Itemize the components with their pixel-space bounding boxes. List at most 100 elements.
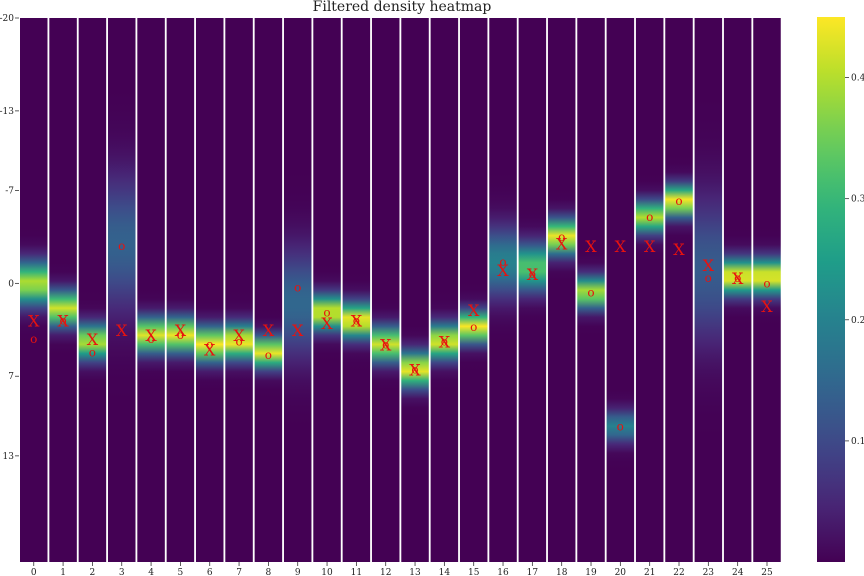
- x-tick-label: 22: [673, 568, 684, 576]
- heatmap-column-17: [518, 18, 547, 562]
- x-marker-1: X: [57, 312, 69, 331]
- x-marker-6: X: [204, 341, 216, 360]
- o-marker-9: o: [294, 280, 301, 294]
- x-tick-label: 18: [556, 568, 568, 576]
- o-marker-15: o: [470, 320, 477, 334]
- x-tick-label: 11: [351, 568, 362, 576]
- x-tick-label: 12: [380, 568, 391, 576]
- x-marker-16: X: [497, 261, 509, 280]
- x-tick-label: 25: [761, 568, 773, 576]
- x-marker-13: X: [409, 361, 421, 380]
- heatmap-column-9: [283, 18, 312, 562]
- o-marker-23: o: [705, 271, 712, 285]
- heatmap-column-8: [254, 18, 283, 562]
- y-tick-label: -20: [0, 14, 14, 24]
- heatmap-column-0: [20, 18, 48, 562]
- x-tick-label: 6: [207, 568, 213, 576]
- o-marker-11: o: [353, 314, 360, 328]
- o-marker-4: o: [147, 332, 154, 346]
- heatmap-column-24: [723, 18, 752, 562]
- o-marker-20: o: [617, 420, 624, 434]
- o-marker-13: o: [411, 363, 418, 377]
- x-tick-label: 8: [266, 568, 272, 576]
- o-marker-0: o: [30, 332, 37, 346]
- heatmap-column-2: [78, 18, 107, 562]
- x-tick-label: 1: [60, 568, 66, 576]
- heatmap-column-11: [342, 18, 371, 562]
- x-marker-19: X: [585, 237, 597, 256]
- heatmap-column-13: [401, 18, 429, 562]
- colorbar-tick-label: 0.4: [851, 74, 864, 84]
- x-marker-12: X: [380, 335, 392, 354]
- o-marker-18: o: [558, 230, 565, 244]
- y-tick-label: 13: [3, 452, 15, 462]
- x-marker-23: X: [703, 256, 715, 275]
- heatmap-column-6: [195, 18, 224, 562]
- chart-title: Filtered density heatmap: [313, 0, 492, 15]
- y-axis-ticks: -20 -13 -7 0 7 13: [0, 14, 19, 462]
- o-marker-12: o: [382, 337, 389, 351]
- heatmap-column-10: [313, 18, 341, 562]
- y-tick-label: -7: [5, 187, 14, 197]
- colorbar-tick-label: 0.3: [851, 195, 864, 205]
- o-marker-5: o: [177, 328, 184, 342]
- y-tick-label: 7: [8, 372, 14, 382]
- heatmap-column-4: [137, 18, 165, 562]
- heatmap-column-5: [166, 18, 195, 562]
- x-marker-17: X: [527, 265, 539, 284]
- x-tick-label: 23: [703, 568, 715, 576]
- x-marker-22: X: [673, 240, 685, 259]
- x-tick-label: 10: [321, 568, 333, 576]
- x-tick-label: 4: [148, 568, 154, 576]
- x-marker-0: X: [28, 312, 40, 331]
- x-marker-14: X: [439, 333, 451, 352]
- x-tick-label: 24: [732, 568, 744, 576]
- o-marker-1: o: [59, 314, 66, 328]
- x-tick-label: 17: [527, 568, 539, 576]
- heatmap-column-16: [489, 18, 517, 562]
- o-marker-7: o: [235, 335, 242, 349]
- x-tick-label: 0: [31, 568, 37, 576]
- x-axis-ticks: 0 1 2 3 4 5 6 7 8 9 10 11 12 13 14 15 16 17 18 19 20 21 22 23 24…: [31, 562, 773, 576]
- x-tick-label: 13: [409, 568, 421, 576]
- o-marker-6: o: [206, 337, 213, 351]
- x-marker-9: X: [292, 321, 304, 340]
- x-tick-label: 3: [119, 568, 125, 576]
- heatmap-column-23: [694, 18, 723, 562]
- x-tick-label: 7: [236, 568, 242, 576]
- colorbar-tick-label: 0.2: [851, 316, 864, 326]
- x-marker-5: X: [175, 321, 187, 340]
- o-marker-17: o: [529, 267, 536, 281]
- x-tick-label: 16: [497, 568, 509, 576]
- x-marker-24: X: [732, 269, 744, 288]
- o-marker-19: o: [587, 286, 594, 300]
- heatmap-column-15: [459, 18, 488, 562]
- o-marker-10: o: [323, 306, 330, 320]
- heatmap-columns: [20, 18, 781, 562]
- colorbar-tick-label: 0.1: [851, 437, 864, 447]
- x-marker-8: X: [263, 321, 275, 340]
- heatmap-column-20: [606, 18, 635, 562]
- y-tick-label: 0: [8, 279, 14, 289]
- heatmap-column-19: [577, 18, 605, 562]
- heatmap-column-25: [753, 18, 781, 562]
- x-marker-3: X: [116, 321, 128, 340]
- heatmap-column-22: [665, 18, 693, 562]
- x-tick-label: 2: [90, 568, 96, 576]
- x-marker-20: X: [615, 237, 627, 256]
- x-marker-18: X: [556, 235, 568, 254]
- heatmap-column-12: [371, 18, 400, 562]
- o-marker-8: o: [265, 348, 272, 362]
- x-tick-label: 21: [644, 568, 655, 576]
- colorbar: [817, 17, 845, 562]
- o-marker-3: o: [118, 239, 125, 253]
- x-tick-label: 14: [439, 568, 451, 576]
- x-tick-label: 20: [615, 568, 627, 576]
- o-marker-2: o: [89, 345, 96, 359]
- x-tick-label: 9: [295, 568, 301, 576]
- y-tick-label: -13: [0, 107, 14, 117]
- x-marker-11: X: [351, 312, 363, 331]
- x-marker-15: X: [468, 301, 480, 320]
